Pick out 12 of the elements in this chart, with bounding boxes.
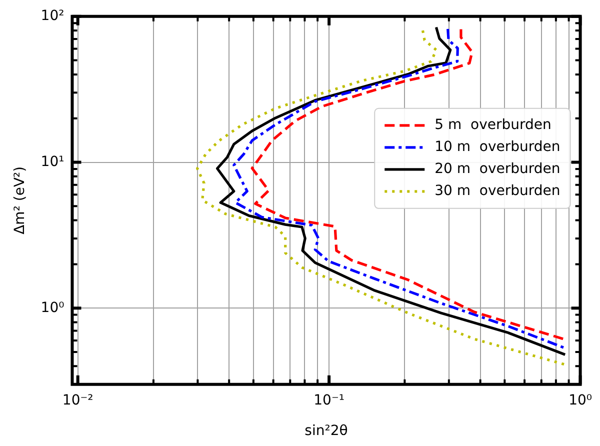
y-axis-title: Δm² (eV²) [12, 166, 28, 234]
y-tick-label: 10² [40, 8, 64, 24]
legend-label: 10 m overburden [434, 139, 560, 156]
y-tick-label: 10¹ [40, 154, 64, 170]
x-axis-title: sin²2θ [304, 423, 348, 440]
legend-label: 5 m overburden [434, 117, 552, 134]
x-tick-label: 10⁻¹ [314, 392, 344, 408]
x-tick-label: 10⁰ [568, 392, 592, 408]
legend-label: 30 m overburden [434, 183, 560, 200]
y-tick-label: 10⁰ [40, 300, 65, 316]
x-tick-label: 10⁻² [62, 392, 94, 408]
legend-label: 20 m overburden [434, 161, 560, 178]
